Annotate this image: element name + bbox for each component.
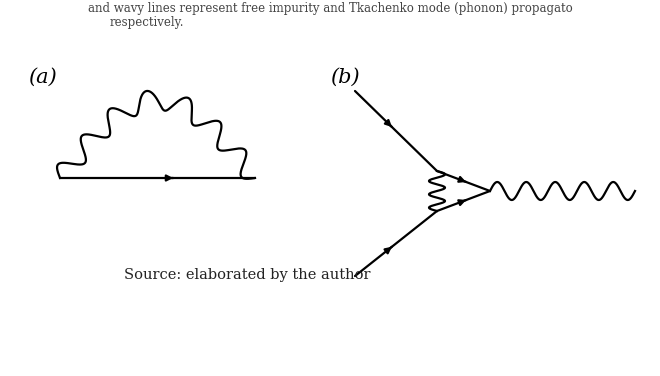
Text: (a): (a) [28,68,57,87]
Text: respectively.: respectively. [110,16,185,29]
Text: Source: elaborated by the author: Source: elaborated by the author [124,268,370,282]
Text: (b): (b) [330,68,360,87]
Text: and wavy lines represent free impurity and Tkachenko mode (phonon) propagato: and wavy lines represent free impurity a… [88,2,572,15]
